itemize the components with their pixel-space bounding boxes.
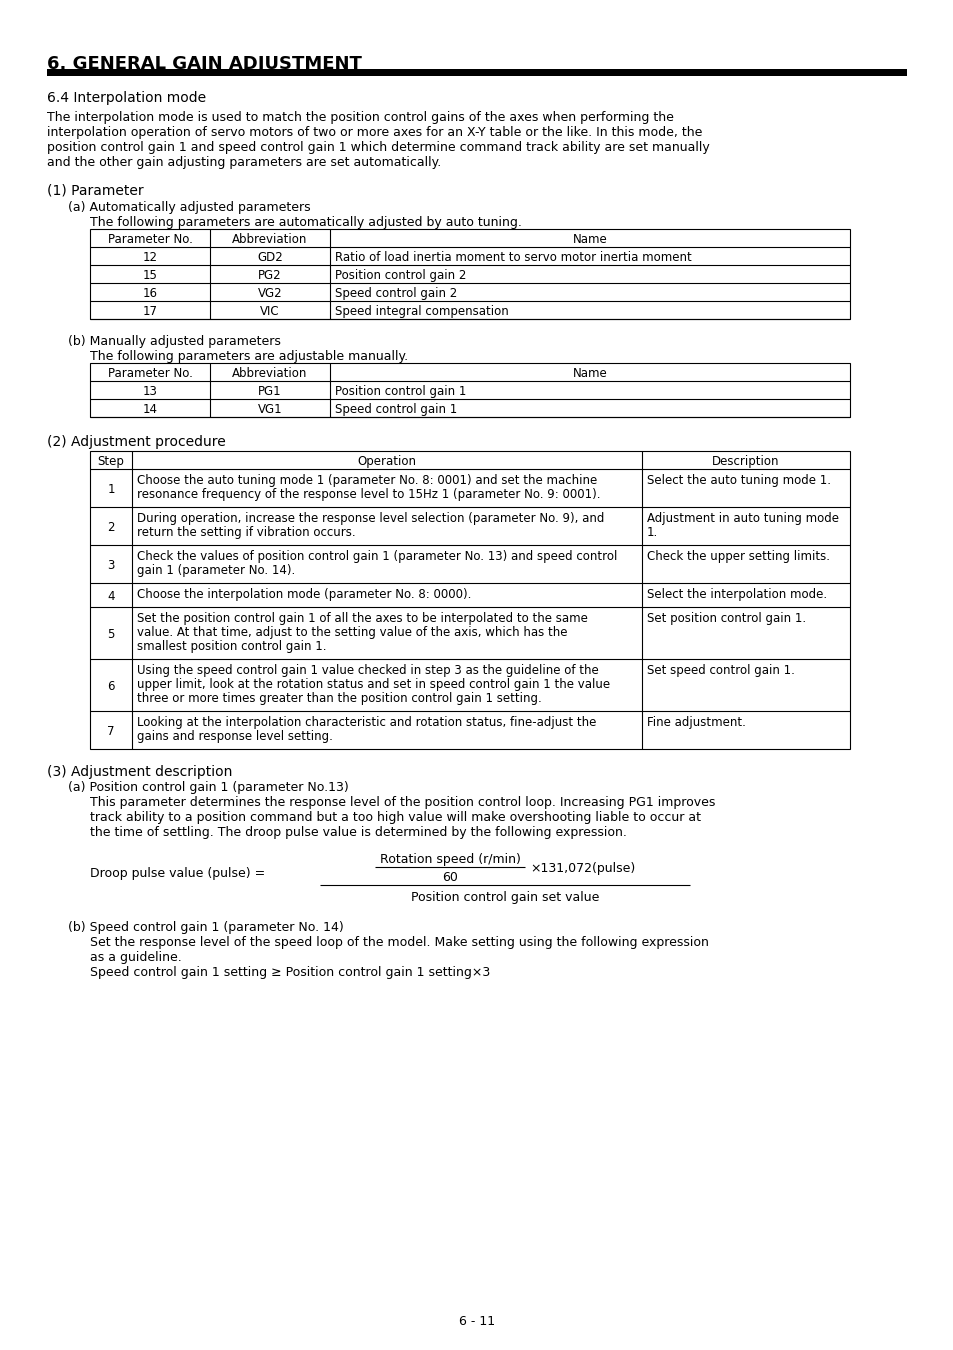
Text: Choose the interpolation mode (parameter No. 8: 0000).: Choose the interpolation mode (parameter… xyxy=(137,589,471,601)
Text: (2) Adjustment procedure: (2) Adjustment procedure xyxy=(47,435,226,450)
Text: Ratio of load inertia moment to servo motor inertia moment: Ratio of load inertia moment to servo mo… xyxy=(335,251,691,265)
Text: 3: 3 xyxy=(107,559,114,572)
Text: (b) Speed control gain 1 (parameter No. 14): (b) Speed control gain 1 (parameter No. … xyxy=(68,921,343,934)
Text: Using the speed control gain 1 value checked in step 3 as the guideline of the: Using the speed control gain 1 value che… xyxy=(137,664,598,676)
Text: Abbreviation: Abbreviation xyxy=(233,367,308,379)
Text: 60: 60 xyxy=(441,871,457,884)
Text: The interpolation mode is used to match the position control gains of the axes w: The interpolation mode is used to match … xyxy=(47,111,673,124)
Text: 6 - 11: 6 - 11 xyxy=(458,1315,495,1328)
Text: the time of settling. The droop pulse value is determined by the following expre: the time of settling. The droop pulse va… xyxy=(90,826,626,838)
Bar xyxy=(90,451,849,749)
Text: 4: 4 xyxy=(107,590,114,603)
Text: Set speed control gain 1.: Set speed control gain 1. xyxy=(646,664,794,676)
Text: resonance frequency of the response level to 15Hz 1 (parameter No. 9: 0001).: resonance frequency of the response leve… xyxy=(137,487,599,501)
Text: Set position control gain 1.: Set position control gain 1. xyxy=(646,612,805,625)
Text: 15: 15 xyxy=(142,269,157,282)
Text: 6.4 Interpolation mode: 6.4 Interpolation mode xyxy=(47,90,206,105)
Text: Abbreviation: Abbreviation xyxy=(233,234,308,246)
Text: smallest position control gain 1.: smallest position control gain 1. xyxy=(137,640,326,653)
Text: (b) Manually adjusted parameters: (b) Manually adjusted parameters xyxy=(68,335,280,348)
Bar xyxy=(90,363,849,417)
Text: as a guideline.: as a guideline. xyxy=(90,950,182,964)
Text: value. At that time, adjust to the setting value of the axis, which has the: value. At that time, adjust to the setti… xyxy=(137,626,567,639)
Text: Set the response level of the speed loop of the model. Make setting using the fo: Set the response level of the speed loop… xyxy=(90,936,708,949)
Text: Droop pulse value (pulse) =: Droop pulse value (pulse) = xyxy=(90,867,265,880)
Text: (1) Parameter: (1) Parameter xyxy=(47,184,144,197)
Text: VIC: VIC xyxy=(260,305,279,319)
Text: 5: 5 xyxy=(107,628,114,641)
Text: Check the upper setting limits.: Check the upper setting limits. xyxy=(646,549,829,563)
Text: This parameter determines the response level of the position control loop. Incre: This parameter determines the response l… xyxy=(90,796,715,809)
Bar xyxy=(90,230,849,319)
Text: Select the auto tuning mode 1.: Select the auto tuning mode 1. xyxy=(646,474,830,487)
Text: Parameter No.: Parameter No. xyxy=(108,367,193,379)
Text: three or more times greater than the position control gain 1 setting.: three or more times greater than the pos… xyxy=(137,693,541,705)
Text: Speed integral compensation: Speed integral compensation xyxy=(335,305,508,319)
Text: Fine adjustment.: Fine adjustment. xyxy=(646,716,745,729)
Text: return the setting if vibration occurs.: return the setting if vibration occurs. xyxy=(137,526,355,539)
Text: The following parameters are automatically adjusted by auto tuning.: The following parameters are automatical… xyxy=(90,216,521,230)
Text: ×131,072(pulse): ×131,072(pulse) xyxy=(530,863,635,875)
Text: VG1: VG1 xyxy=(257,404,282,416)
Text: (3) Adjustment description: (3) Adjustment description xyxy=(47,765,233,779)
Text: Check the values of position control gain 1 (parameter No. 13) and speed control: Check the values of position control gai… xyxy=(137,549,617,563)
Text: Speed control gain 2: Speed control gain 2 xyxy=(335,288,456,300)
Text: gains and response level setting.: gains and response level setting. xyxy=(137,730,333,742)
Text: 2: 2 xyxy=(107,521,114,535)
Text: gain 1 (parameter No. 14).: gain 1 (parameter No. 14). xyxy=(137,564,294,576)
Text: 1: 1 xyxy=(107,483,114,495)
Text: VG2: VG2 xyxy=(257,288,282,300)
Text: Looking at the interpolation characteristic and rotation status, fine-adjust the: Looking at the interpolation characteris… xyxy=(137,716,596,729)
Text: Set the position control gain 1 of all the axes to be interpolated to the same: Set the position control gain 1 of all t… xyxy=(137,612,587,625)
Text: Choose the auto tuning mode 1 (parameter No. 8: 0001) and set the machine: Choose the auto tuning mode 1 (parameter… xyxy=(137,474,597,487)
Text: Description: Description xyxy=(712,455,779,468)
Text: upper limit, look at the rotation status and set in speed control gain 1 the val: upper limit, look at the rotation status… xyxy=(137,678,610,691)
Text: Parameter No.: Parameter No. xyxy=(108,234,193,246)
Text: (a) Position control gain 1 (parameter No.13): (a) Position control gain 1 (parameter N… xyxy=(68,782,349,794)
Text: 6: 6 xyxy=(107,680,114,693)
Text: and the other gain adjusting parameters are set automatically.: and the other gain adjusting parameters … xyxy=(47,157,441,169)
Text: Operation: Operation xyxy=(357,455,416,468)
Text: Position control gain 2: Position control gain 2 xyxy=(335,269,466,282)
Text: Speed control gain 1: Speed control gain 1 xyxy=(335,404,456,416)
Text: PG2: PG2 xyxy=(258,269,281,282)
Text: 6. GENERAL GAIN ADJUSTMENT: 6. GENERAL GAIN ADJUSTMENT xyxy=(47,55,361,73)
Text: Adjustment in auto tuning mode: Adjustment in auto tuning mode xyxy=(646,512,838,525)
Text: 16: 16 xyxy=(142,288,157,300)
Text: position control gain 1 and speed control gain 1 which determine command track a: position control gain 1 and speed contro… xyxy=(47,140,709,154)
Text: 12: 12 xyxy=(142,251,157,265)
Text: 13: 13 xyxy=(142,385,157,398)
Text: GD2: GD2 xyxy=(257,251,283,265)
Text: Select the interpolation mode.: Select the interpolation mode. xyxy=(646,589,826,601)
Text: (a) Automatically adjusted parameters: (a) Automatically adjusted parameters xyxy=(68,201,311,215)
Text: interpolation operation of servo motors of two or more axes for an X-Y table or : interpolation operation of servo motors … xyxy=(47,126,701,139)
Text: 7: 7 xyxy=(107,725,114,738)
Text: Name: Name xyxy=(572,367,607,379)
Text: Position control gain 1: Position control gain 1 xyxy=(335,385,466,398)
Text: 17: 17 xyxy=(142,305,157,319)
Text: During operation, increase the response level selection (parameter No. 9), and: During operation, increase the response … xyxy=(137,512,604,525)
Text: Step: Step xyxy=(97,455,124,468)
Bar xyxy=(47,69,906,76)
Text: Speed control gain 1 setting ≥ Position control gain 1 setting×3: Speed control gain 1 setting ≥ Position … xyxy=(90,967,490,979)
Text: The following parameters are adjustable manually.: The following parameters are adjustable … xyxy=(90,350,408,363)
Text: track ability to a position command but a too high value will make overshooting : track ability to a position command but … xyxy=(90,811,700,824)
Text: 14: 14 xyxy=(142,404,157,416)
Text: PG1: PG1 xyxy=(258,385,281,398)
Text: 1.: 1. xyxy=(646,526,658,539)
Text: Name: Name xyxy=(572,234,607,246)
Text: Rotation speed (r/min): Rotation speed (r/min) xyxy=(379,853,520,865)
Text: Position control gain set value: Position control gain set value xyxy=(411,891,598,904)
